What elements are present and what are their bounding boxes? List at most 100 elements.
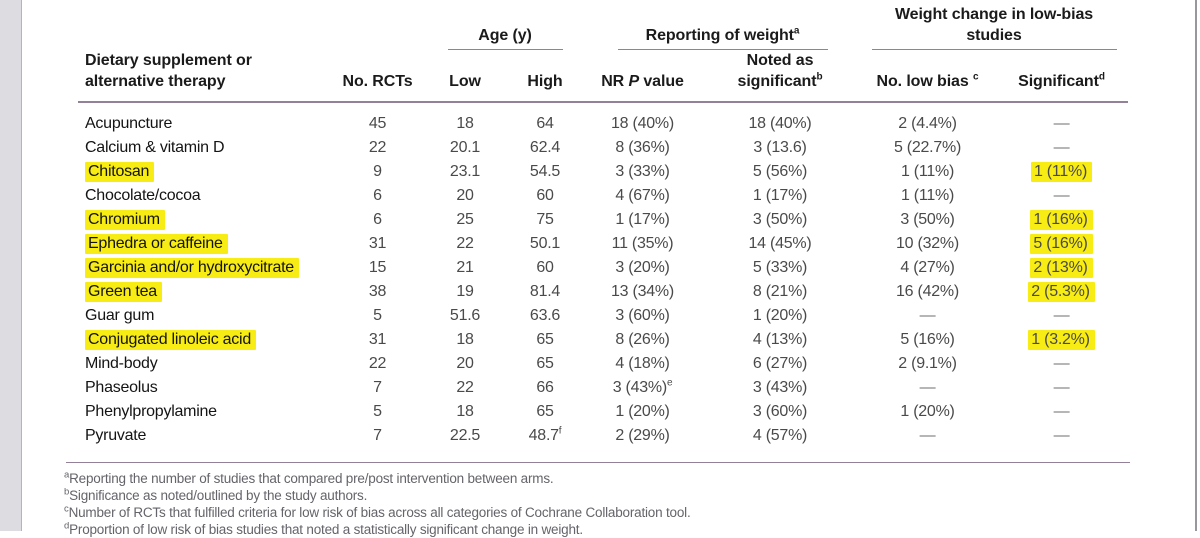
table-row: Pyruvate 7 22.5 48.7f 2 (29%) 4 (57%) — …: [78, 424, 1128, 462]
cell-age-low: 20.1: [449, 139, 481, 156]
cell-no-rcts: 15: [368, 259, 387, 276]
cell-no-low-bias: 10 (32%): [896, 235, 959, 252]
cell-nr-p-value: 3 (60%): [615, 307, 670, 324]
header-significant: Significantd: [995, 50, 1128, 103]
cell-significant: —: [1053, 427, 1070, 444]
footnote-marker-b: b: [816, 71, 823, 83]
cell-no-low-bias: —: [919, 379, 936, 396]
footnotes-block: aReporting the number of studies that co…: [64, 470, 1134, 538]
cell-nr-p-value: 2 (29%): [615, 427, 670, 444]
cell-no-low-bias: 3 (50%): [900, 211, 955, 228]
table-bottom-rule: [66, 462, 1130, 463]
cell-noted-significant: 3 (50%): [752, 211, 808, 228]
header-nr-p-value: NR P value: [585, 50, 700, 103]
cell-nr-p-value: 3 (20%): [615, 259, 670, 276]
therapy-name: Phenylpropylamine: [85, 403, 217, 420]
spanner-reporting-label: Reporting of weight: [645, 27, 794, 44]
therapy-name: Green tea: [85, 282, 162, 302]
cell-nr-p-value: 11 (35%): [611, 235, 674, 252]
cell-age-high: 66: [536, 379, 554, 396]
footnote: aReporting the number of studies that co…: [64, 469, 554, 486]
therapy-name: Chocolate/cocoa: [85, 187, 201, 204]
therapy-name: Calcium & vitamin D: [85, 139, 225, 156]
table-row: Mind-body 22 20 65 4 (18%) 6 (27%) 2 (9.…: [78, 352, 1128, 376]
cell-no-low-bias: 1 (11%): [900, 163, 955, 180]
cell-significant: —: [1053, 379, 1070, 396]
footnote-marker-a: a: [793, 25, 800, 37]
column-header-row: Dietary supplement or alternative therap…: [78, 50, 1128, 103]
italic-p: P: [628, 73, 640, 90]
cell-nr-p-value: 8 (36%): [615, 139, 670, 156]
cell-age-low: 22: [456, 379, 474, 396]
cell-age-low: 51.6: [449, 307, 481, 324]
table-row: Guar gum 5 51.6 63.6 3 (60%) 1 (20%) — —: [78, 304, 1128, 328]
cell-significant: 1 (11%): [995, 160, 1128, 184]
cell-noted-significant: 14 (45%): [748, 235, 812, 252]
cell-noted-significant: 4 (13%): [752, 331, 808, 348]
cell-significant: —: [1053, 307, 1070, 324]
header-age-high: High: [505, 50, 585, 103]
therapy-name: Acupuncture: [85, 115, 173, 132]
spanner-age-label: Age (y): [478, 27, 532, 44]
footnote-marker: e: [666, 377, 673, 389]
cell-age-high: 54.5: [529, 163, 561, 180]
cell-significant: 1 (16%): [995, 208, 1128, 232]
header-no-low-bias: No. low bias c: [860, 50, 995, 103]
cell-noted-significant: 3 (43%): [752, 379, 808, 396]
spanner-header-row: Age (y) Reporting of weighta Weight chan…: [78, 0, 1128, 50]
cell-no-rcts: 31: [368, 331, 387, 348]
cell-no-low-bias: 5 (22.7%): [893, 139, 962, 156]
spanner-age: Age (y): [425, 0, 585, 50]
spanner-age-rule: [447, 49, 563, 50]
cell-no-rcts: 6: [373, 187, 382, 204]
table-row: Chromium 6 25 75 1 (17%) 3 (50%) 3 (50%)…: [78, 208, 1128, 232]
cell-age-high: 65: [536, 355, 554, 372]
header-no-rcts: No. RCTs: [330, 50, 425, 103]
page-left-gutter: [0, 0, 22, 531]
footnote-marker: b: [64, 486, 70, 498]
table-row: Phaseolus 7 22 66 3 (43%)e 3 (43%) — —: [78, 376, 1128, 400]
cell-age-high: 64: [536, 115, 554, 132]
table-row: Conjugated linoleic acid 31 18 65 8 (26%…: [78, 328, 1128, 352]
cell-age-high: 62.4: [529, 139, 561, 156]
spanner-reporting-rule: [617, 49, 828, 50]
cell-no-low-bias: 2 (4.4%): [898, 115, 957, 132]
footnote-marker: a: [64, 469, 70, 481]
table-row: Phenylpropylamine 5 18 65 1 (20%) 3 (60%…: [78, 400, 1128, 424]
cell-age-low: 23.1: [449, 163, 481, 180]
cell-no-rcts: 7: [373, 379, 382, 396]
supplements-summary-table: Age (y) Reporting of weighta Weight chan…: [78, 0, 1128, 462]
spanner-reporting: Reporting of weighta: [585, 0, 860, 50]
cell-significant: 2 (13%): [995, 256, 1128, 280]
cell-no-low-bias: 5 (16%): [900, 331, 955, 348]
footnote-marker: c: [64, 503, 69, 515]
cell-no-low-bias: 1 (11%): [900, 187, 955, 204]
cell-noted-significant: 3 (13.6): [753, 139, 807, 156]
cell-significant: 5 (16%): [995, 232, 1128, 256]
cell-significant: —: [1053, 139, 1070, 156]
cell-age-low: 22: [456, 235, 474, 252]
cell-no-rcts: 22: [368, 355, 387, 372]
cell-nr-p-value: 18 (40%): [611, 115, 674, 132]
spanner-weight-change-label: Weight change in low-bias studies: [894, 6, 1094, 44]
cell-noted-significant: 18 (40%): [748, 115, 812, 132]
page-right-edge-line: [1195, 0, 1197, 531]
cell-age-low: 20: [456, 355, 474, 372]
cell-noted-significant: 5 (33%): [752, 259, 808, 276]
cell-age-high: 60: [536, 259, 554, 276]
cell-age-high: 63.6: [529, 307, 561, 324]
cell-age-high: 60: [536, 187, 554, 204]
footnote: dProportion of low risk of bias studies …: [64, 520, 583, 537]
cell-no-low-bias: 1 (20%): [900, 403, 955, 420]
cell-noted-significant: 4 (57%): [752, 427, 808, 444]
header-age-low: Low: [425, 50, 505, 103]
cell-age-low: 19: [456, 283, 474, 300]
spanner-empty: [78, 0, 425, 50]
cell-age-high: 65: [536, 403, 554, 420]
cell-noted-significant: 1 (20%): [752, 307, 808, 324]
table-row: Chocolate/cocoa 6 20 60 4 (67%) 1 (17%) …: [78, 184, 1128, 208]
cell-age-low: 21: [456, 259, 474, 276]
paper-table-region: Age (y) Reporting of weighta Weight chan…: [64, 0, 1134, 538]
cell-significant: —: [1053, 355, 1070, 372]
cell-no-rcts: 38: [368, 283, 387, 300]
